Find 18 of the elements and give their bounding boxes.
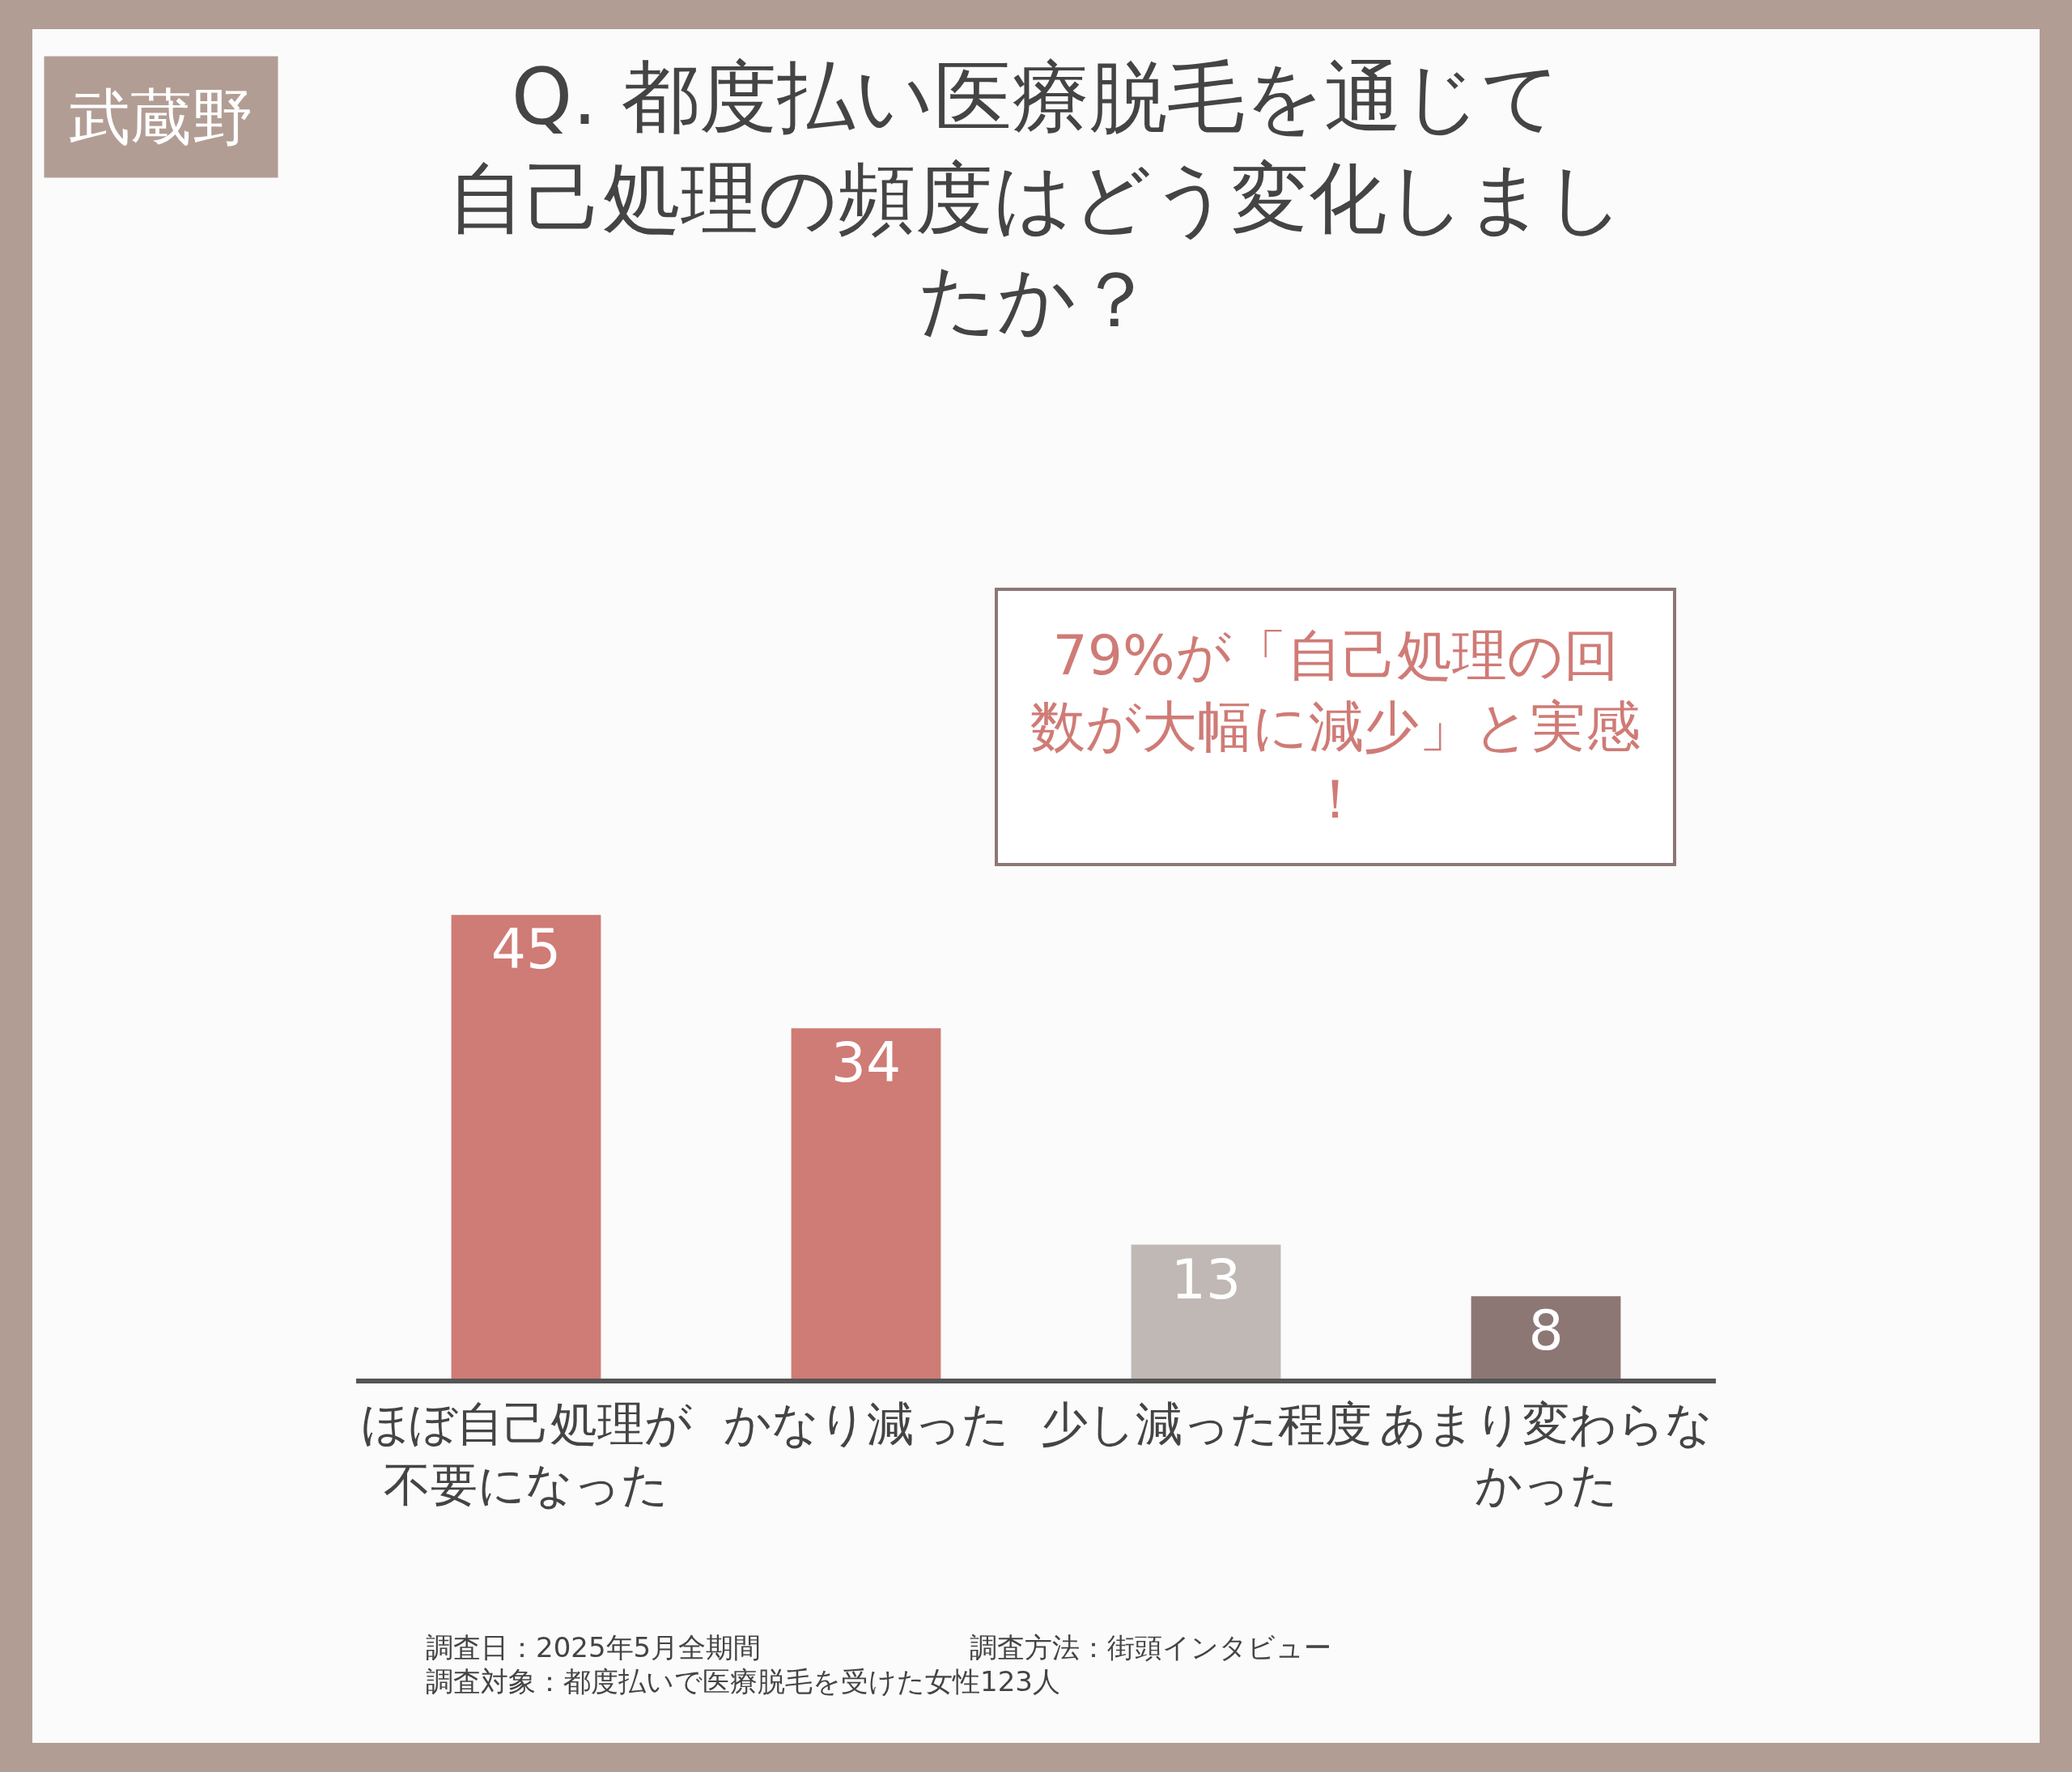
chart-subtitle: 武蔵野 <box>69 81 253 153</box>
text: 調査対象：都度払いで医療脱毛を受けた女性123人 <box>426 1665 1060 1698</box>
data-label: 45 <box>490 917 562 982</box>
text: 調査方法：街頭インタビュー <box>970 1631 1331 1664</box>
bar <box>1131 1244 1281 1379</box>
text: 調査日：2025年5月全期間 <box>426 1631 762 1664</box>
bar <box>451 915 601 1379</box>
x-tick-label: 少し減った程度 <box>1040 1396 1372 1451</box>
bar <box>791 1028 941 1379</box>
bar <box>1471 1296 1621 1379</box>
data-label: 13 <box>1170 1247 1242 1311</box>
data-label: 34 <box>830 1030 902 1095</box>
x-tick-label: あまり変わらなかった <box>1379 1396 1713 1512</box>
x-tick-label: ほぼ自己処理が不要になった <box>360 1396 692 1512</box>
text: 79%が「自己処理の回数が大幅に減少」と実感！ <box>1030 623 1641 831</box>
x-tick-label: かなり減った <box>723 1396 1009 1451</box>
data-label: 8 <box>1528 1298 1564 1363</box>
chart-title: Q. 都度払い医療脱毛を通じて自己処理の頻度はどう変化しましたか？ <box>448 52 1624 345</box>
